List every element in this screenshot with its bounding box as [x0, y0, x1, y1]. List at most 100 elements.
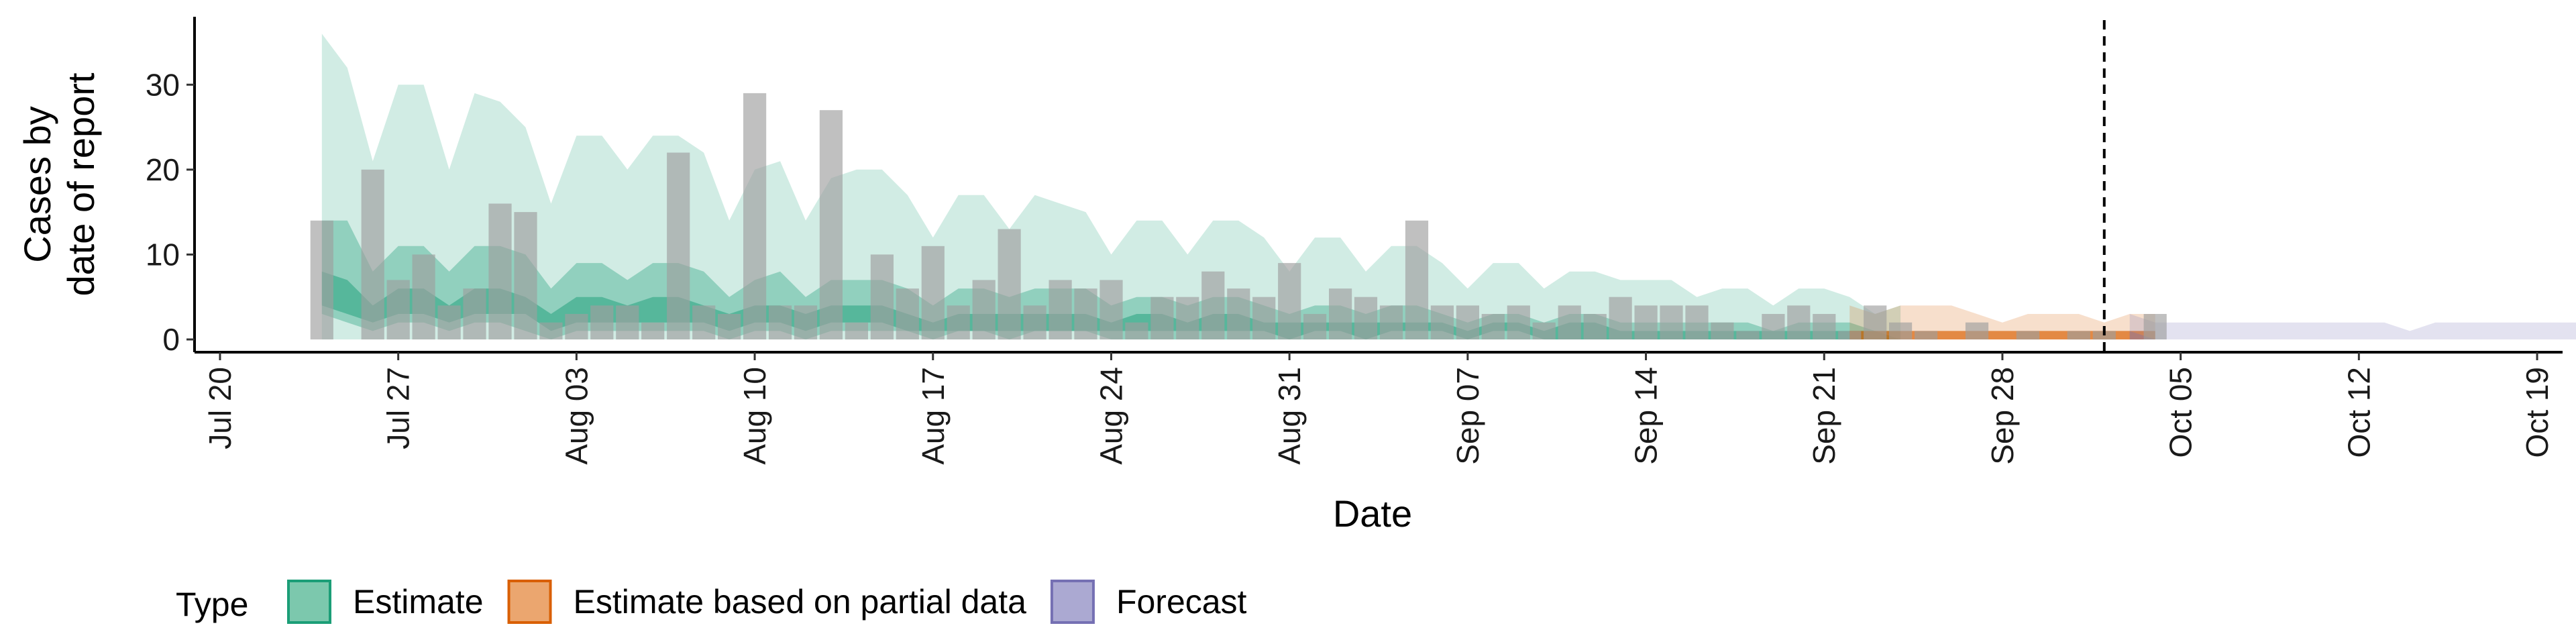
x-tick-label: Jul 27 — [381, 367, 416, 449]
reported-cases-bar — [1787, 305, 1811, 339]
reported-cases-bar — [998, 229, 1021, 340]
reported-cases-bar — [1660, 305, 1683, 339]
reported-cases-bar — [1150, 297, 1174, 339]
legend-title: Type — [176, 586, 248, 623]
y-tick-label: 10 — [146, 237, 180, 272]
reported-cases-bar — [1507, 305, 1530, 339]
reported-cases-bar — [1685, 305, 1709, 339]
x-tick-label: Oct 19 — [2520, 367, 2555, 458]
reported-cases-bar — [718, 314, 741, 339]
reported-cases-bar — [1915, 331, 1938, 340]
reported-cases-bar — [361, 169, 384, 339]
reported-cases-bar — [947, 305, 970, 339]
y-tick-label: 30 — [146, 67, 180, 102]
x-tick-label: Oct 12 — [2341, 367, 2376, 458]
reported-cases-bar — [1532, 322, 1556, 339]
reported-cases-bar — [1379, 305, 1403, 339]
reported-cases-bar — [1099, 280, 1123, 339]
reported-cases-bar — [1609, 297, 1632, 339]
legend-label-estimate-based-on-partial-data: Estimate based on partial data — [574, 583, 1027, 621]
reported-cases-bar — [386, 280, 410, 339]
reported-cases-bar — [1634, 305, 1658, 339]
ribbon-estimate-middle — [321, 220, 1901, 339]
x-axis-title: Date — [1333, 492, 1412, 535]
reported-cases-bar — [1074, 288, 1097, 339]
reported-cases-bar — [616, 305, 639, 339]
y-axis-title-line-1: Cases by — [16, 106, 58, 262]
reported-cases-bar — [794, 305, 818, 339]
reported-cases-bar — [819, 110, 843, 339]
legend-label-forecast: Forecast — [1116, 583, 1247, 621]
x-tick-label: Aug 10 — [737, 367, 772, 465]
reported-cases-bar — [1125, 322, 1148, 339]
reported-cases-bar — [1354, 297, 1378, 339]
reported-cases-bar — [1252, 297, 1276, 339]
reported-cases-bar — [1023, 305, 1046, 339]
reported-cases-bar — [845, 322, 868, 339]
x-tick-label: Aug 24 — [1094, 367, 1129, 465]
reported-cases-bar — [896, 288, 919, 339]
reported-cases-bar — [1583, 314, 1607, 339]
reported-cases-bar — [641, 322, 665, 339]
reported-cases-bar — [972, 280, 996, 339]
reported-cases-bar — [1456, 305, 1479, 339]
x-tick-label: Aug 03 — [559, 367, 594, 465]
reported-cases-bar — [667, 152, 690, 339]
reported-cases-bar — [1201, 271, 1225, 339]
y-tick-label: 0 — [162, 322, 180, 357]
reported-cases-bar — [1227, 288, 1250, 339]
reported-cases-bar — [768, 305, 792, 339]
reported-cases-bar — [1711, 322, 1734, 339]
reported-cases-bar — [565, 314, 588, 339]
reported-cases-bar — [692, 305, 716, 339]
x-tick-label: Sep 28 — [1985, 367, 2020, 465]
legend-swatch-estimate — [287, 580, 331, 624]
reported-cases-bar — [488, 203, 512, 339]
reported-cases-bar — [2067, 331, 2090, 340]
x-tick-label: Aug 31 — [1272, 367, 1307, 465]
reported-cases-bar — [1430, 305, 1454, 339]
plot-area — [310, 20, 2576, 352]
reported-cases-bar — [1405, 220, 1429, 339]
ribbon-estimate-inner — [321, 271, 1901, 339]
x-tick-label: Oct 05 — [2163, 367, 2198, 458]
y-axis-title-line-2: date of report — [60, 72, 102, 297]
reported-cases-bar — [1762, 314, 1785, 339]
axes: 0 10 20 30 Jul 20 Jul 27 Aug 03 Aug 10 Aug 17 Aug… — [146, 17, 2563, 465]
reported-cases-bar — [1481, 314, 1505, 339]
reported-cases-bar — [1278, 263, 1301, 339]
reported-cases-bar — [2143, 314, 2167, 339]
ribbon-estimate-based-on-partial-data-outer — [1849, 305, 2155, 339]
x-tick-label: Sep 21 — [1807, 367, 1841, 465]
reported-cases-bar — [1889, 322, 1913, 339]
reported-cases-bar — [1558, 305, 1581, 339]
reported-cases-bar — [1864, 305, 1887, 339]
reported-cases-bar — [437, 305, 461, 339]
legend-label-estimate: Estimate — [353, 583, 484, 621]
x-tick-label: Aug 17 — [916, 367, 951, 465]
y-tick-label: 20 — [146, 152, 180, 187]
reported-cases-bar — [1838, 331, 1862, 340]
reported-cases-bar — [590, 305, 614, 339]
reported-cases-bar — [1329, 288, 1352, 339]
reported-cases-bar — [921, 246, 945, 339]
reported-cases-bar — [2016, 331, 2039, 340]
x-tick-label: Sep 14 — [1629, 367, 1664, 465]
legend-swatch-estimate-based-on-partial-data — [507, 580, 552, 624]
reported-cases-bar — [539, 322, 563, 339]
x-tick-label: Jul 20 — [203, 367, 237, 449]
reported-cases-bar — [1303, 314, 1327, 339]
reported-cases-bar — [1965, 322, 1989, 339]
reported-cases-bar — [310, 220, 333, 339]
reported-cases-bar — [412, 254, 435, 339]
ribbon-forecast-outer — [2129, 314, 2576, 339]
reported-cases-bar — [1813, 314, 1836, 339]
reported-cases-bar — [463, 288, 486, 339]
ribbon-estimate-outer — [321, 34, 1901, 340]
x-tick-label: Sep 07 — [1450, 367, 1485, 465]
reported-cases-bar — [1176, 297, 1199, 339]
legend: Type Estimate Estimate based on partial d… — [176, 580, 1247, 624]
reported-cases-bar — [1736, 331, 1760, 340]
reported-cases-bar — [743, 93, 767, 339]
